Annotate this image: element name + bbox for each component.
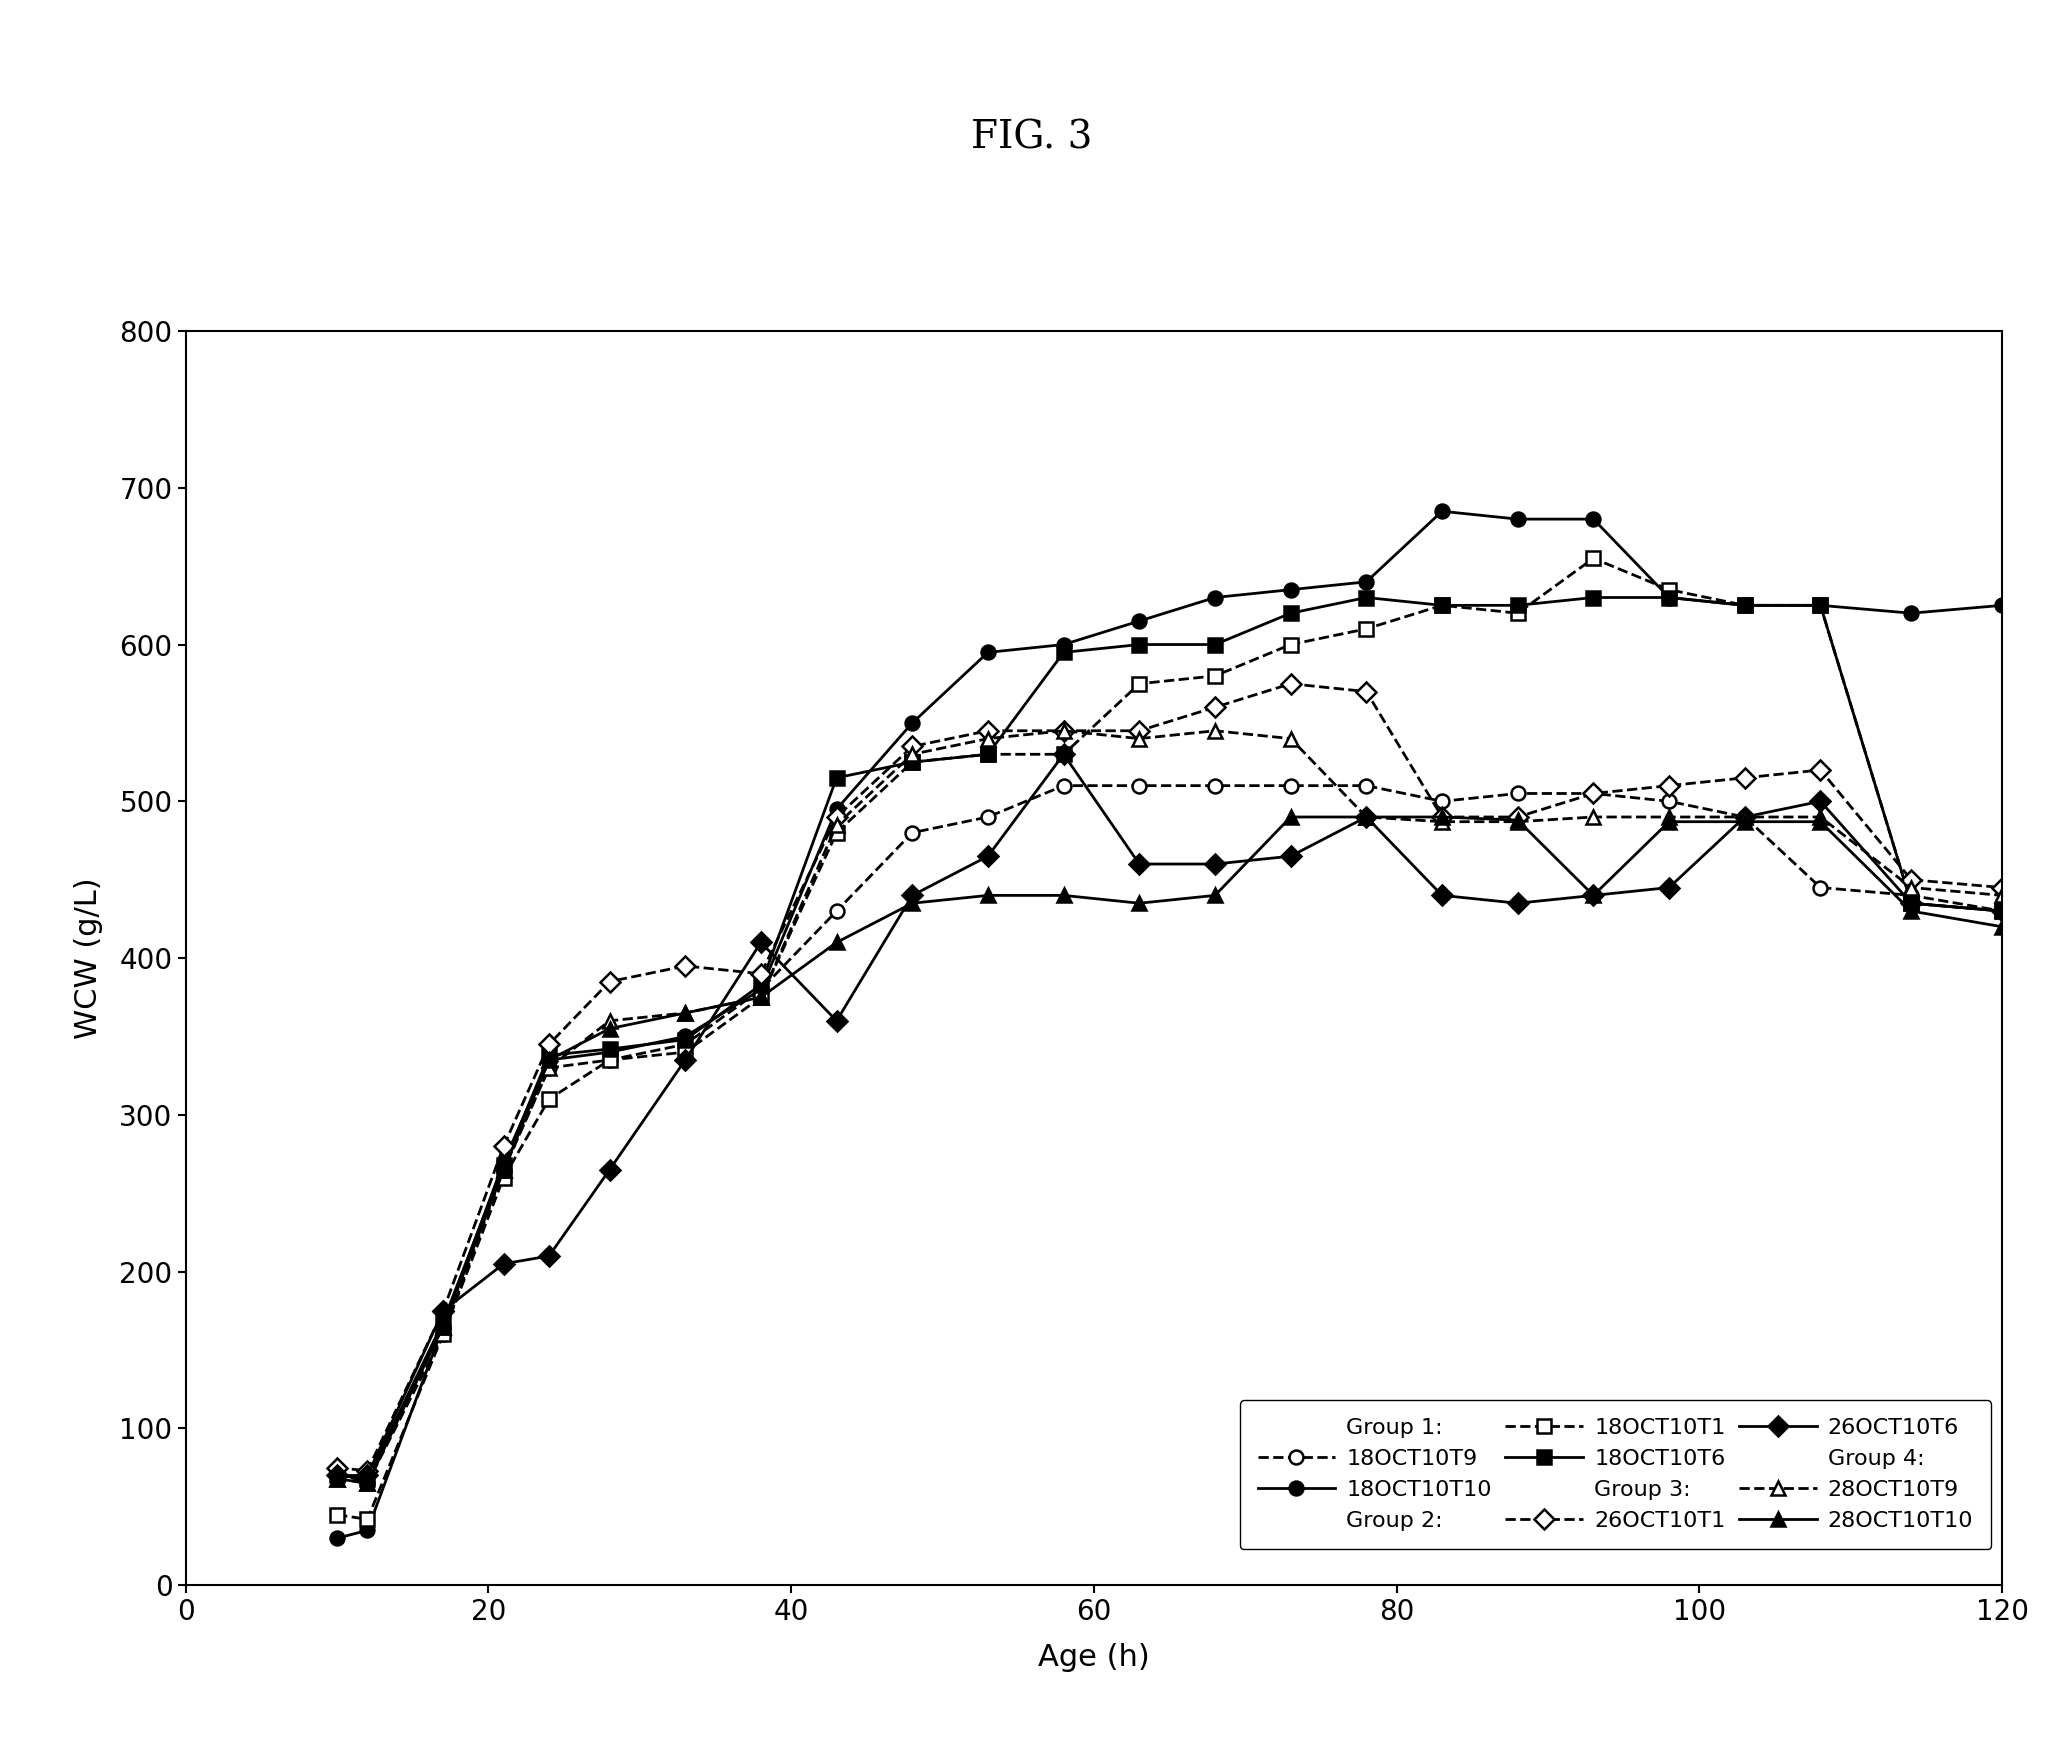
Text: FIG. 3: FIG. 3 (972, 120, 1092, 157)
Y-axis label: WCW (g/L): WCW (g/L) (74, 878, 103, 1038)
Legend: Group 1:, 18OCT10T9, 18OCT10T10, Group 2:, 18OCT10T1, 18OCT10T6, Group 3:, 26OCT: Group 1:, 18OCT10T9, 18OCT10T10, Group 2… (1240, 1401, 1992, 1549)
X-axis label: Age (h): Age (h) (1038, 1643, 1150, 1672)
